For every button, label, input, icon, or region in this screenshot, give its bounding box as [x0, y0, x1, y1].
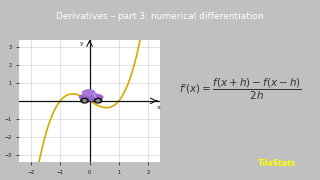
Circle shape	[81, 98, 88, 103]
Ellipse shape	[83, 90, 95, 95]
Circle shape	[97, 100, 100, 102]
Text: Derivatives – part 3: numerical differentiation: Derivatives – part 3: numerical differen…	[56, 12, 264, 21]
Text: y: y	[79, 41, 83, 46]
Text: x: x	[157, 105, 160, 110]
Ellipse shape	[79, 94, 103, 101]
Text: TileStats: TileStats	[258, 159, 296, 168]
Circle shape	[94, 98, 102, 103]
Text: $f'(x) = \dfrac{f(x+h) - f(x-h)}{2h}$: $f'(x) = \dfrac{f(x+h) - f(x-h)}{2h}$	[179, 77, 301, 102]
Circle shape	[83, 100, 86, 102]
